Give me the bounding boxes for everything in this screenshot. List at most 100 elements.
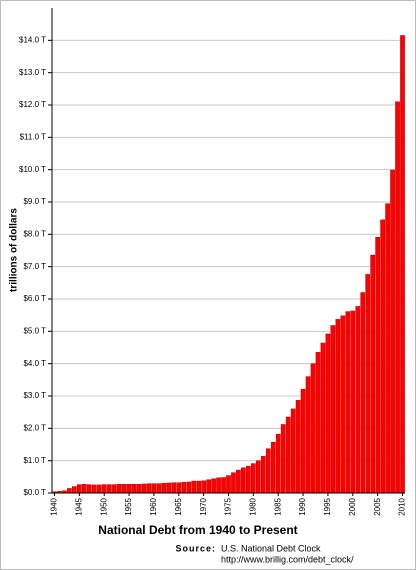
bar xyxy=(206,479,211,494)
bar xyxy=(176,482,182,494)
bar xyxy=(211,478,216,494)
bar xyxy=(67,488,72,494)
y-tick-label: $10.0 T xyxy=(19,165,46,174)
bar xyxy=(395,101,400,494)
y-tick-label: $3.0 T xyxy=(23,391,46,400)
bar xyxy=(370,254,376,494)
bar xyxy=(186,481,192,494)
bar xyxy=(280,424,286,494)
bar xyxy=(400,35,405,494)
chart-title: National Debt from 1940 to Present xyxy=(98,523,297,537)
x-tick-label: 2000 xyxy=(348,497,357,515)
x-tick-label: 1945 xyxy=(74,497,83,515)
bar xyxy=(270,441,276,494)
bar xyxy=(96,484,102,494)
bar xyxy=(141,483,147,494)
y-tick-label: $0.0 T xyxy=(23,488,46,497)
bar xyxy=(375,236,380,494)
x-tick-label: 2005 xyxy=(373,497,382,515)
bar xyxy=(315,352,321,494)
x-tick-label: 1940 xyxy=(50,497,59,515)
bar xyxy=(340,315,346,494)
bar xyxy=(146,483,152,494)
bar xyxy=(116,484,122,494)
bar xyxy=(300,388,306,494)
source: U.S. National Debt Clock xyxy=(221,543,321,553)
y-axis-label: trillions of dollars xyxy=(9,208,20,292)
bar xyxy=(91,484,97,494)
bar xyxy=(355,306,361,494)
bar xyxy=(86,484,92,494)
bar xyxy=(380,219,385,494)
x-tick-label: 1970 xyxy=(199,497,208,515)
x-tick-label: 1985 xyxy=(273,497,282,515)
bar xyxy=(231,472,236,494)
bar xyxy=(161,483,167,494)
bar xyxy=(181,482,187,494)
bar xyxy=(350,310,356,494)
bar xyxy=(295,399,301,494)
y-tick-label: $9.0 T xyxy=(23,197,46,206)
y-tick-label: $4.0 T xyxy=(23,359,46,368)
y-tick-label: $6.0 T xyxy=(23,294,46,303)
bar xyxy=(156,483,162,494)
y-tick-label: $8.0 T xyxy=(23,229,46,238)
y-tick-label: $2.0 T xyxy=(23,423,46,432)
x-tick-label: 1950 xyxy=(99,497,108,515)
bar xyxy=(260,455,266,494)
bar xyxy=(305,376,311,494)
bar xyxy=(275,433,281,494)
x-tick-label: 1955 xyxy=(124,497,133,515)
bar xyxy=(151,483,157,494)
bar xyxy=(290,408,296,494)
bar xyxy=(360,292,366,494)
y-tick-label: $5.0 T xyxy=(23,326,46,335)
bar xyxy=(77,484,82,494)
bar xyxy=(72,486,77,494)
bar xyxy=(255,460,261,494)
y-tick-label: $14.0 T xyxy=(19,35,46,44)
bar xyxy=(111,484,117,494)
bar xyxy=(221,477,226,494)
y-tick-label: $1.0 T xyxy=(23,456,46,465)
bar xyxy=(216,477,221,494)
bar xyxy=(320,342,326,494)
x-tick-label: 1960 xyxy=(149,497,158,515)
bar xyxy=(196,480,202,494)
bar xyxy=(171,482,177,494)
y-tick-label: $11.0 T xyxy=(20,132,47,141)
source-url: http://www.brillig.com/debt_clock/ xyxy=(221,554,354,564)
x-tick-label: 1990 xyxy=(298,497,307,515)
bar xyxy=(310,363,316,494)
bar xyxy=(101,484,107,494)
bar xyxy=(131,484,137,494)
bar xyxy=(335,319,341,494)
bar xyxy=(285,416,291,494)
bar xyxy=(106,484,112,494)
bar xyxy=(201,480,206,494)
x-tick-label: 2010 xyxy=(398,497,407,515)
bar xyxy=(345,311,351,494)
x-tick-label: 1980 xyxy=(248,497,257,515)
bar xyxy=(246,465,251,494)
bar xyxy=(251,463,256,494)
bar xyxy=(166,482,172,494)
x-tick-label: 1965 xyxy=(174,497,183,515)
bar xyxy=(136,484,142,494)
bar xyxy=(365,274,371,494)
y-tick-label: $12.0 T xyxy=(19,100,46,109)
bar xyxy=(330,325,336,494)
bar xyxy=(191,480,197,494)
bar xyxy=(325,333,331,494)
bar xyxy=(241,467,246,494)
x-tick-label: 1995 xyxy=(323,497,332,515)
bar xyxy=(81,484,87,494)
y-tick-label: $7.0 T xyxy=(23,262,46,271)
bar xyxy=(265,448,271,494)
bar xyxy=(126,484,132,494)
source-label: Source: xyxy=(175,543,216,553)
bar xyxy=(226,475,231,494)
bar xyxy=(236,469,241,494)
bar xyxy=(121,484,127,494)
